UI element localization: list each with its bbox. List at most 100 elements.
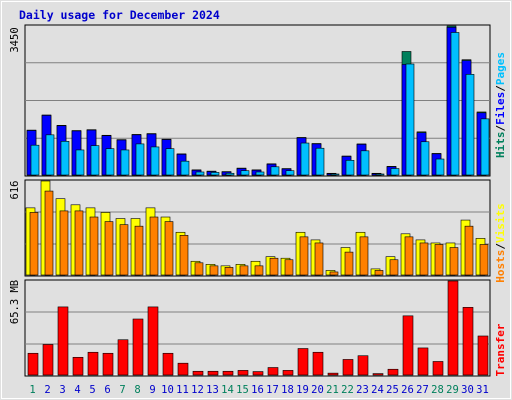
- side-label-part: /: [494, 125, 507, 132]
- day-label-30: 30: [461, 384, 474, 396]
- bar-transfer-day-13: [207, 370, 219, 376]
- bar-transfer-day-10: [162, 352, 174, 376]
- day-label-5: 5: [89, 384, 95, 396]
- bar-transfer-day-29: [447, 280, 459, 376]
- bar-hosts-day-13: [209, 265, 219, 276]
- bar-transfer-day-4: [72, 356, 84, 376]
- day-label-2: 2: [44, 384, 50, 396]
- day-label-27: 27: [416, 384, 429, 396]
- bar-pages-day-2: [45, 134, 55, 176]
- side-label-part: /: [494, 85, 507, 92]
- bar-pages-day-29: [450, 32, 460, 176]
- svg-text:Transfer: Transfer: [494, 323, 507, 376]
- bar-transfer-day-19: [297, 348, 309, 376]
- bar-hosts-day-29: [449, 247, 459, 276]
- bar-hosts-day-6: [104, 221, 114, 276]
- bar-hosts-day-24: [374, 270, 384, 276]
- day-label-23: 23: [356, 384, 369, 396]
- bar-pages-day-17: [270, 166, 280, 176]
- bar-pages-day-28: [435, 158, 445, 176]
- svg-text:Hits/Files/Pages: Hits/Files/Pages: [494, 52, 507, 158]
- bar-hosts-day-21: [329, 271, 339, 276]
- day-label-31: 31: [476, 384, 489, 396]
- middle-max-label: 616: [9, 181, 21, 200]
- day-label-14: 14: [221, 384, 234, 396]
- bar-pages-day-24: [375, 173, 385, 176]
- bar-hosts-day-17: [269, 257, 279, 276]
- day-label-8: 8: [134, 384, 140, 396]
- bar-hosts-day-2: [44, 190, 54, 276]
- bar-transfer-day-20: [312, 351, 324, 376]
- bar-pages-day-6: [105, 148, 115, 176]
- side-label-top: Hits/Files/Pages: [494, 52, 507, 158]
- day-label-3: 3: [59, 384, 65, 396]
- bar-hosts-day-31: [479, 244, 489, 276]
- bar-pages-day-12: [195, 171, 205, 176]
- bar-transfer-day-17: [267, 367, 279, 376]
- bar-hosts-day-27: [419, 242, 429, 276]
- bar-pages-day-30: [465, 74, 475, 176]
- bar-transfer-day-30: [462, 307, 474, 376]
- bar-hosts-day-10: [164, 221, 174, 276]
- side-label-part: Hosts: [494, 250, 507, 283]
- bar-hosts-day-26: [404, 236, 414, 276]
- bar-pages-day-11: [180, 160, 190, 176]
- bar-transfer-day-21: [327, 372, 339, 376]
- day-label-12: 12: [191, 384, 204, 396]
- bar-hosts-day-14: [224, 267, 234, 276]
- bar-pages-day-31: [480, 118, 490, 176]
- bar-transfer-day-15: [237, 370, 249, 376]
- side-label-bottom: Transfer: [494, 323, 507, 376]
- bar-hosts-day-9: [149, 216, 159, 276]
- day-label-17: 17: [266, 384, 279, 396]
- bar-pages-day-7: [120, 149, 130, 176]
- bar-hosts-day-22: [344, 251, 354, 276]
- bar-pages-day-25: [390, 168, 400, 176]
- bar-transfer-day-3: [57, 306, 69, 376]
- day-label-24: 24: [371, 384, 384, 396]
- bar-hosts-day-25: [389, 259, 399, 276]
- bar-hosts-day-19: [299, 236, 309, 276]
- side-label-part: /: [494, 243, 507, 250]
- bar-pages-day-20: [315, 147, 325, 176]
- bar-transfer-day-31: [477, 335, 489, 376]
- bar-pages-day-19: [300, 142, 310, 176]
- day-label-22: 22: [341, 384, 354, 396]
- bar-hosts-day-18: [284, 259, 294, 276]
- day-label-1: 1: [29, 384, 35, 396]
- bar-transfer-day-6: [102, 352, 114, 376]
- top-max-label: 3450: [9, 27, 21, 52]
- bar-pages-day-15: [240, 170, 250, 176]
- bar-transfer-day-5: [87, 351, 99, 376]
- bar-hosts-day-7: [119, 224, 129, 276]
- bar-pages-day-14: [225, 172, 235, 176]
- bar-transfer-day-7: [117, 339, 129, 376]
- day-label-26: 26: [401, 384, 414, 396]
- bar-transfer-day-22: [342, 359, 354, 376]
- bar-hosts-day-20: [314, 242, 324, 276]
- side-label-part: Hits: [494, 132, 507, 159]
- bar-pages-day-22: [345, 160, 355, 176]
- day-label-18: 18: [281, 384, 294, 396]
- bar-hosts-day-12: [194, 262, 204, 276]
- bar-pages-day-21: [330, 173, 340, 176]
- day-label-16: 16: [251, 384, 264, 396]
- bar-pages-day-1: [30, 144, 40, 176]
- day-label-6: 6: [104, 384, 110, 396]
- bar-hosts-day-16: [254, 265, 264, 276]
- day-label-4: 4: [74, 384, 80, 396]
- day-label-7: 7: [119, 384, 125, 396]
- day-label-28: 28: [431, 384, 444, 396]
- bar-transfer-day-16: [252, 371, 264, 376]
- bar-pages-day-10: [165, 148, 175, 176]
- bar-transfer-day-26: [402, 315, 414, 376]
- bottom-max-label: 65.3 MB: [9, 280, 21, 324]
- day-label-9: 9: [149, 384, 155, 396]
- side-label-part: Files: [494, 92, 507, 125]
- bar-pages-day-3: [60, 141, 70, 176]
- bar-hosts-day-4: [74, 210, 84, 276]
- day-label-10: 10: [161, 384, 174, 396]
